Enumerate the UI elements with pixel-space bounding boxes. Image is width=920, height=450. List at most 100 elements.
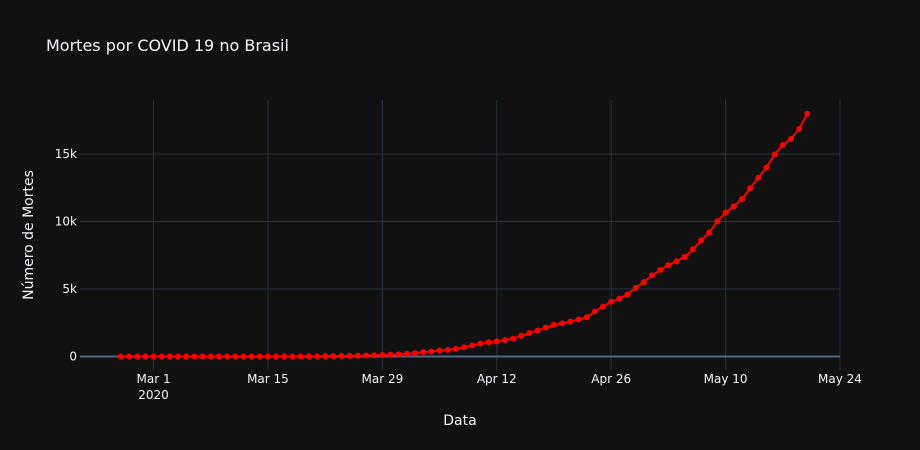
data-point[interactable] xyxy=(469,342,476,349)
data-point[interactable] xyxy=(452,345,459,352)
data-point[interactable] xyxy=(771,151,778,158)
data-point[interactable] xyxy=(616,295,623,302)
data-point[interactable] xyxy=(583,314,590,321)
y-tick-label: 5k xyxy=(62,282,77,296)
data-point[interactable] xyxy=(477,340,484,347)
data-point[interactable] xyxy=(134,353,141,360)
data-point[interactable] xyxy=(608,298,615,305)
data-point[interactable] xyxy=(444,346,451,353)
chart-title: Mortes por COVID 19 no Brasil xyxy=(46,36,289,55)
data-point[interactable] xyxy=(526,330,533,337)
data-point[interactable] xyxy=(730,203,737,210)
data-point[interactable] xyxy=(501,336,508,343)
data-point[interactable] xyxy=(657,266,664,273)
data-point[interactable] xyxy=(640,279,647,286)
data-point[interactable] xyxy=(330,353,337,360)
data-point[interactable] xyxy=(436,347,443,354)
data-point[interactable] xyxy=(804,110,811,117)
data-point[interactable] xyxy=(264,353,271,360)
data-point[interactable] xyxy=(371,352,378,359)
series-line xyxy=(120,113,809,358)
data-point[interactable] xyxy=(420,349,427,356)
data-point[interactable] xyxy=(796,125,803,132)
data-point[interactable] xyxy=(248,353,255,360)
data-point[interactable] xyxy=(142,353,149,360)
data-point[interactable] xyxy=(297,353,304,360)
data-point[interactable] xyxy=(681,254,688,261)
data-point[interactable] xyxy=(338,353,345,360)
data-point[interactable] xyxy=(232,353,239,360)
data-point[interactable] xyxy=(215,353,222,360)
data-point[interactable] xyxy=(673,258,680,265)
data-point[interactable] xyxy=(706,229,713,236)
data-point[interactable] xyxy=(305,353,312,360)
data-point[interactable] xyxy=(665,262,672,269)
x-axis-ticks: Mar 1 2020 Mar 15 Mar 29 Apr 12 Apr 26 May 10 M… xyxy=(137,372,862,402)
data-point[interactable] xyxy=(289,353,296,360)
data-point[interactable] xyxy=(518,332,525,339)
data-point[interactable] xyxy=(379,351,386,358)
data-point[interactable] xyxy=(632,284,639,291)
data-point[interactable] xyxy=(485,339,492,346)
data-point[interactable] xyxy=(755,174,762,181)
data-point[interactable] xyxy=(559,320,566,327)
x-tick-label: Apr 12 xyxy=(477,372,517,386)
data-point[interactable] xyxy=(779,142,786,149)
data-point[interactable] xyxy=(281,353,288,360)
data-point[interactable] xyxy=(191,353,198,360)
data-point[interactable] xyxy=(787,135,794,142)
y-tick-label: 10k xyxy=(55,215,77,229)
data-point[interactable] xyxy=(428,348,435,355)
y-axis-ticks: 0 5k 10k 15k xyxy=(55,147,77,364)
data-point[interactable] xyxy=(183,353,190,360)
y-tick-label: 15k xyxy=(55,147,77,161)
data-point[interactable] xyxy=(649,272,656,279)
data-point[interactable] xyxy=(510,335,517,342)
data-point[interactable] xyxy=(175,353,182,360)
data-point[interactable] xyxy=(493,338,500,345)
data-point[interactable] xyxy=(575,316,582,323)
data-point[interactable] xyxy=(199,353,206,360)
y-axis-title: Número de Mortes xyxy=(21,170,37,300)
data-point[interactable] xyxy=(354,352,361,359)
data-point[interactable] xyxy=(534,327,541,334)
x-tick-label: Mar 15 xyxy=(247,372,289,386)
data-point[interactable] xyxy=(158,353,165,360)
data-point[interactable] xyxy=(363,352,370,359)
data-point[interactable] xyxy=(322,353,329,360)
data-point[interactable] xyxy=(224,353,231,360)
x-tick-label: Mar 1 xyxy=(137,372,171,386)
data-point[interactable] xyxy=(313,353,320,360)
data-point[interactable] xyxy=(207,353,214,360)
data-point[interactable] xyxy=(346,352,353,359)
data-point[interactable] xyxy=(150,353,157,360)
data-point[interactable] xyxy=(126,353,133,360)
data-point[interactable] xyxy=(256,353,263,360)
data-point[interactable] xyxy=(567,318,574,325)
data-point[interactable] xyxy=(689,246,696,253)
data-point[interactable] xyxy=(273,353,280,360)
data-point[interactable] xyxy=(600,303,607,310)
data-point[interactable] xyxy=(240,353,247,360)
data-point[interactable] xyxy=(412,350,419,357)
data-point[interactable] xyxy=(403,350,410,357)
data-point[interactable] xyxy=(166,353,173,360)
x-tick-label: May 10 xyxy=(704,372,748,386)
x-tick-sublabel: 2020 xyxy=(138,388,169,402)
data-point[interactable] xyxy=(747,185,754,192)
data-point[interactable] xyxy=(624,291,631,298)
y-tick-label: 0 xyxy=(69,350,77,364)
data-point[interactable] xyxy=(395,351,402,358)
data-point[interactable] xyxy=(698,237,705,244)
data-point[interactable] xyxy=(763,164,770,171)
data-point[interactable] xyxy=(387,351,394,358)
data-point[interactable] xyxy=(550,321,557,328)
data-point[interactable] xyxy=(714,218,721,225)
data-point[interactable] xyxy=(117,353,124,360)
data-point[interactable] xyxy=(591,308,598,315)
data-point[interactable] xyxy=(722,209,729,216)
data-point[interactable] xyxy=(461,344,468,351)
data-point[interactable] xyxy=(542,324,549,331)
data-point[interactable] xyxy=(738,196,745,203)
